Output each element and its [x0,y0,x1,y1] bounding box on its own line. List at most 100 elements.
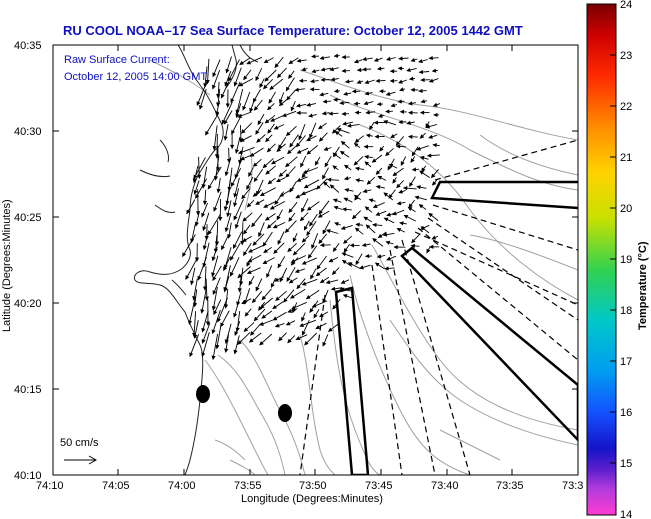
current-vector-head [386,256,391,261]
colorbar-tick: 15 [620,458,632,470]
current-vector-head [272,224,278,229]
current-vector-head [319,278,325,284]
current-vector-head [359,265,364,270]
current-vector-head [239,137,245,142]
current-vector-head [261,295,267,301]
current-vector-head [318,209,323,215]
current-vector-head [325,279,331,285]
current-vector-head [255,200,261,205]
current-vector-head [393,244,398,250]
current-vector-head [353,194,359,200]
current-vector-head [397,66,402,71]
current-vector-head [259,341,264,346]
colorbar-tick: 21 [620,152,632,164]
current-vector-head [243,75,248,81]
current-vector-head [386,212,391,217]
colorbar-tick: 22 [620,101,632,113]
current-note-line2: October 12, 2005 14:00 GMT [64,71,207,83]
current-vector-head [243,251,248,257]
current-vector-head [309,87,314,92]
current-vector-head [223,206,229,212]
current-vector [236,88,244,114]
current-vector-head [306,206,312,211]
current-vector-head [322,229,327,235]
colorbar-tick: 17 [620,356,632,368]
current-vector-head [278,336,283,342]
radar-beams [334,180,578,475]
current-vector-head [334,222,339,227]
current-vector [233,199,244,220]
current-vector-head [270,283,275,289]
current-vector [216,323,222,349]
current-vector-head [287,149,292,155]
current-vector-head [255,130,260,135]
current-vector [193,278,198,300]
current-vector-head [308,113,313,118]
current-vector-head [410,243,416,249]
current-vector-head [287,338,292,344]
current-vector-head [216,188,221,194]
current-vector-head [341,54,346,60]
current-vector-head [253,316,259,322]
current-vector-head [305,294,311,300]
current-vector-head [241,300,247,304]
current-vector-head [343,197,349,202]
current-vector-head [372,204,378,208]
current-vector-head [408,110,413,115]
current-vector-head [378,113,383,118]
current-vector-head [251,222,256,228]
current-vector-head [364,253,370,259]
current-vector [205,112,220,136]
current-vector-head [211,272,216,278]
current-vector-head [303,225,308,231]
current-vector [197,256,207,280]
current-vector-head [322,174,327,180]
current-vector-head [316,264,321,270]
current-vector-head [395,141,401,146]
current-vector-head [309,308,314,313]
current-vector-head [286,277,291,282]
current-vector-head [432,143,437,148]
current-vector-head [306,150,312,155]
current-vector-head [269,85,274,90]
current-vector-head [341,259,347,265]
current-vector-head [299,323,304,328]
current-vector-head [289,294,295,299]
current-vector-head [384,266,389,271]
current-vector [216,133,218,158]
current-vector-head [265,137,270,143]
current-vector-head [306,231,311,237]
current-vector-head [328,258,334,263]
current-vector-head [428,244,434,249]
current-vector-head [223,136,228,141]
station-markers [196,385,292,422]
current-vector-head [340,140,346,146]
current-vector-head [288,74,293,80]
current-vector-head [217,317,221,323]
current-vector-head [372,238,377,243]
current-vector-head [376,66,382,71]
current-vector-head [341,68,346,73]
x-tick-label: 73:40 [431,480,459,492]
current-vector-head [329,184,335,189]
current-vector-head [306,102,311,107]
current-vector-head [295,194,301,199]
current-vector [204,66,208,87]
current-vector-head [230,182,235,188]
current-vector-head [341,252,347,257]
current-vector-head [333,53,339,58]
current-vector-head [315,325,321,329]
current-vector [201,289,207,313]
y-tick-label: 40:10 [14,470,42,482]
current-vector-head [246,270,252,274]
current-vector-head [326,177,332,182]
current-vector [230,257,240,276]
current-vector-head [198,104,204,110]
current-vector-head [201,352,206,358]
current-vector-head [354,110,360,115]
current-vector-head [402,186,408,191]
x-tick-label: 74:00 [168,480,196,492]
current-vector-head [428,55,433,61]
current-vector-head [256,138,261,143]
current-vector-head [224,348,229,354]
